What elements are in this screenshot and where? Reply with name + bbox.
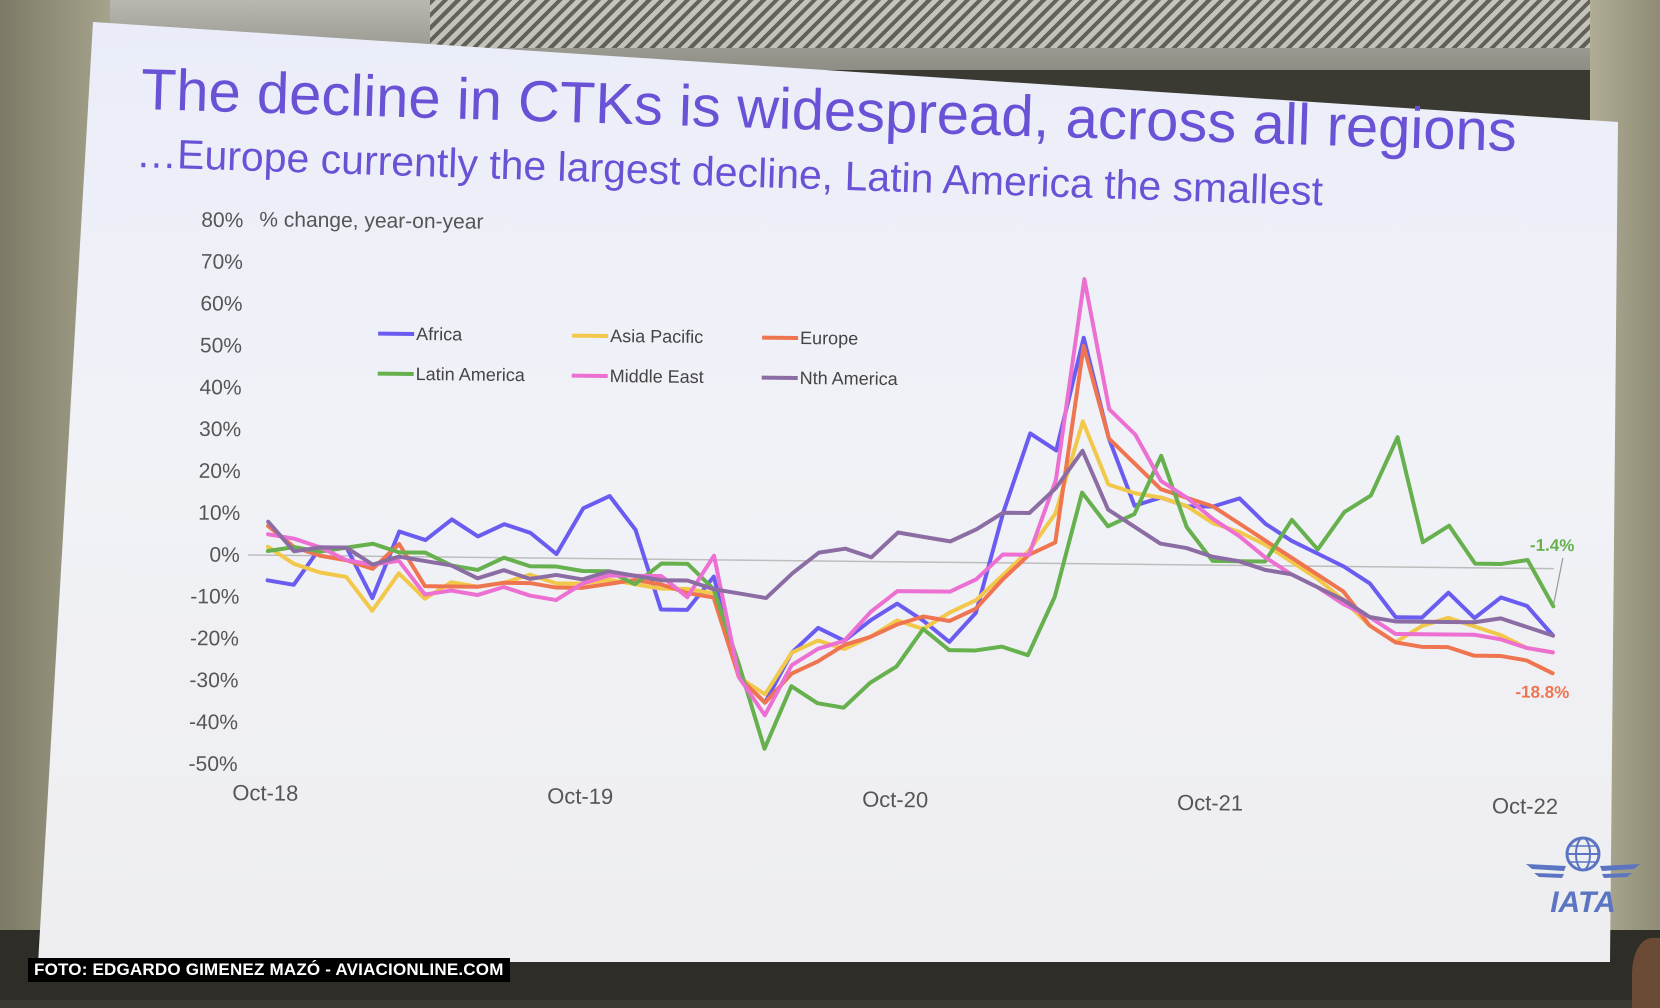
latin-america-end-label: -1.4%	[1530, 536, 1575, 555]
y-tick-label: -40%	[189, 711, 238, 735]
y-unit-label: % change, year-on-year	[259, 208, 483, 233]
y-tick-label: 70%	[201, 251, 243, 274]
x-tick-label: Oct-19	[547, 783, 613, 809]
y-tick-label: 50%	[200, 334, 242, 357]
series-line-africa	[266, 329, 1556, 711]
x-axis: Oct-18 Oct-19 Oct-20 Oct-21 Oct-22	[232, 780, 1558, 819]
y-tick-label: -20%	[190, 627, 239, 651]
legend-label: Africa	[416, 324, 463, 344]
annotation-leader-line	[1553, 558, 1563, 606]
series-line-nth-america	[267, 442, 1555, 635]
x-tick-label: Oct-18	[232, 780, 298, 806]
y-tick-label: 40%	[199, 376, 241, 399]
y-tick-label: 30%	[199, 418, 241, 441]
y-tick-label: 20%	[199, 460, 241, 483]
iata-logo: IATA	[1524, 832, 1642, 918]
photo-credit-watermark: FOTO: EDGARDO GIMENEZ MAZÓ - AVIACIONLIN…	[28, 958, 510, 982]
y-tick-label: 60%	[200, 292, 242, 315]
y-tick-label: -30%	[189, 669, 238, 693]
legend: Africa Asia Pacific Europe Latin America Mid…	[378, 324, 900, 389]
legend-label: Asia Pacific	[610, 326, 703, 347]
y-tick-label: -50%	[188, 753, 237, 777]
globe-wings-icon	[1526, 838, 1640, 878]
iata-wordmark: IATA	[1550, 886, 1616, 918]
y-tick-label: 80%	[201, 209, 243, 232]
audience-head	[1632, 938, 1660, 1008]
x-tick-label: Oct-21	[1177, 790, 1243, 816]
y-tick-label: -10%	[190, 585, 239, 609]
x-tick-label: Oct-20	[862, 787, 928, 813]
y-tick-label: 0%	[209, 544, 240, 567]
legend-label: Europe	[800, 328, 858, 349]
x-tick-label: Oct-22	[1492, 793, 1558, 819]
legend-label: Latin America	[416, 364, 526, 385]
legend-label: Middle East	[610, 366, 704, 387]
legend-label: Nth America	[800, 368, 899, 389]
y-tick-label: 10%	[198, 502, 240, 525]
europe-end-label: -18.8%	[1515, 683, 1569, 703]
y-axis: 80% 70% 60% 50% 40% 30% 20% 10% 0% -10% -20% -30% -4…	[188, 209, 243, 776]
